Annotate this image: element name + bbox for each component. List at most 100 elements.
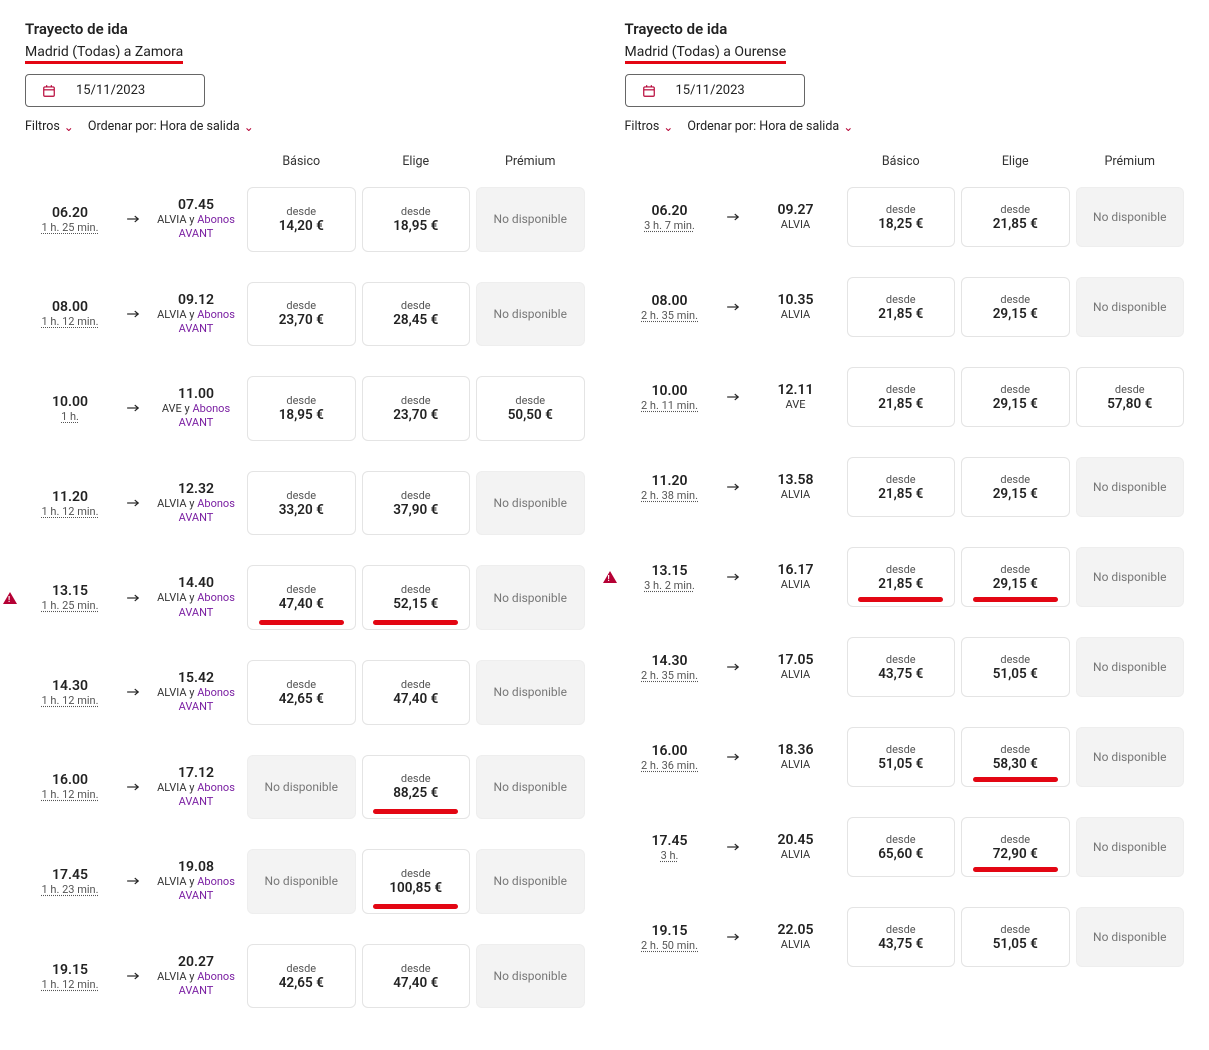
departure-time: 14.30 (652, 653, 688, 669)
fare-card[interactable]: desde 14,20 € (247, 187, 356, 252)
fare-card[interactable]: desde 42,65 € (247, 660, 356, 725)
fare-card[interactable]: desde 47,40 € (247, 565, 356, 630)
fare-card[interactable]: desde 29,15 € (961, 457, 1070, 517)
fare-from-label: desde (401, 394, 431, 407)
arrival-block: 20.45 ALVIA (751, 817, 841, 877)
fare-card[interactable]: desde 29,15 € (961, 277, 1070, 337)
fare-from-label: desde (886, 923, 916, 936)
duration: 2 h. 35 min. (641, 309, 698, 322)
train-type: ALVIA (781, 308, 810, 322)
fare-card[interactable]: desde 42,65 € (247, 944, 356, 1009)
fare-card-unavailable: No disponible (247, 755, 356, 820)
train-type: ALVIA (781, 668, 810, 682)
fare-card[interactable]: desde 37,90 € (362, 471, 471, 536)
fare-card[interactable]: desde 21,85 € (847, 277, 956, 337)
departure-block: 08.00 1 h. 12 min. (25, 282, 115, 347)
fare-card[interactable]: desde 51,05 € (961, 637, 1070, 697)
fare-card[interactable]: desde 52,15 € (362, 565, 471, 630)
sort-button[interactable]: Ordenar por: Hora de salida ⌄ (88, 119, 254, 134)
fare-card[interactable]: desde 47,40 € (362, 660, 471, 725)
fare-class-header: Prémium (476, 148, 585, 179)
fare-card[interactable]: desde 29,15 € (961, 547, 1070, 607)
fare-card[interactable]: desde 21,85 € (961, 187, 1070, 247)
fare-from-label: desde (886, 833, 916, 846)
fare-from-label: desde (286, 394, 316, 407)
train-type: ALVIA y Abonos AVANT (151, 497, 241, 526)
arrow-right-icon (126, 971, 140, 981)
results-grid: BásicoEligePrémium 06.20 3 h. 7 min. 09.… (625, 148, 1185, 989)
filters-button[interactable]: Filtros ⌄ (625, 119, 674, 134)
arrow-right-icon (126, 403, 140, 413)
arrival-block: 17.05 ALVIA (751, 637, 841, 697)
fare-from-label: desde (286, 299, 316, 312)
arrival-time: 07.45 (178, 197, 214, 213)
fare-price: 18,95 € (393, 218, 438, 234)
fare-card[interactable]: desde 33,20 € (247, 471, 356, 536)
arrival-time: 19.08 (178, 859, 214, 875)
arrival-block: 20.27 ALVIA y Abonos AVANT (151, 944, 241, 1009)
date-selector[interactable]: 15/11/2023 (625, 74, 805, 107)
fare-from-label: desde (401, 772, 431, 785)
sort-button[interactable]: Ordenar por: Hora de salida ⌄ (687, 119, 853, 134)
fare-card[interactable]: desde 50,50 € (476, 376, 585, 441)
fare-class-header: Elige (362, 148, 471, 179)
highlight-bar (973, 867, 1058, 872)
fare-price: 51,05 € (878, 756, 923, 772)
fare-class-header: Prémium (1076, 148, 1185, 179)
filters-row: Filtros ⌄ Ordenar por: Hora de salida ⌄ (625, 119, 1185, 134)
arrow-cell (721, 547, 745, 607)
fare-card[interactable]: desde 28,45 € (362, 282, 471, 347)
fare-card[interactable]: desde 43,75 € (847, 907, 956, 967)
fare-card[interactable]: desde 51,05 € (961, 907, 1070, 967)
two-panel-wrap: Trayecto de idaMadrid (Todas) a Zamora15… (10, 20, 1199, 1030)
departure-time: 11.20 (52, 489, 88, 505)
fare-card[interactable]: desde 58,30 € (961, 727, 1070, 787)
arrow-cell (721, 457, 745, 517)
fare-from-label: desde (286, 205, 316, 218)
fare-from-label: desde (1000, 203, 1030, 216)
fare-card[interactable]: desde 51,05 € (847, 727, 956, 787)
arrow-right-icon (726, 392, 740, 402)
fare-card[interactable]: desde 23,70 € (247, 282, 356, 347)
fare-price: 51,05 € (993, 936, 1038, 952)
arrow-right-icon (126, 687, 140, 697)
fare-card[interactable]: desde 18,95 € (247, 376, 356, 441)
fare-from-label: desde (401, 678, 431, 691)
fare-card[interactable]: desde 57,80 € (1076, 367, 1185, 427)
departure-block: 16.00 1 h. 12 min. (25, 755, 115, 820)
filters-row: Filtros ⌄ Ordenar por: Hora de salida ⌄ (25, 119, 585, 134)
fare-price: 33,20 € (279, 502, 324, 518)
fare-card[interactable]: desde 29,15 € (961, 367, 1070, 427)
fare-card[interactable]: desde 21,85 € (847, 547, 956, 607)
train-type: ALVIA (781, 488, 810, 502)
fare-card[interactable]: desde 21,85 € (847, 457, 956, 517)
arrow-right-icon (726, 662, 740, 672)
arrival-time: 10.35 (778, 292, 814, 308)
fare-card[interactable]: desde 47,40 € (362, 944, 471, 1009)
fare-card[interactable]: desde 72,90 € (961, 817, 1070, 877)
fare-card[interactable]: desde 65,60 € (847, 817, 956, 877)
fare-card-unavailable: No disponible (1076, 907, 1185, 967)
departure-time: 06.20 (52, 205, 88, 221)
arrival-block: 07.45 ALVIA y Abonos AVANT (151, 187, 241, 252)
fare-price: 58,30 € (993, 756, 1038, 772)
duration: 1 h. 23 min. (42, 883, 99, 896)
route-text: Madrid (Todas) a Zamora (25, 44, 585, 64)
arrival-block: 10.35 ALVIA (751, 277, 841, 337)
arrow-cell (721, 187, 745, 247)
fare-price: 47,40 € (279, 596, 324, 612)
departure-time: 16.00 (52, 772, 88, 788)
fare-card[interactable]: desde 23,70 € (362, 376, 471, 441)
filters-button[interactable]: Filtros ⌄ (25, 119, 74, 134)
fare-card[interactable]: desde 88,25 € (362, 755, 471, 820)
fare-card[interactable]: desde 43,75 € (847, 637, 956, 697)
date-selector[interactable]: 15/11/2023 (25, 74, 205, 107)
fare-card[interactable]: desde 18,95 € (362, 187, 471, 252)
fare-card[interactable]: desde 100,85 € (362, 849, 471, 914)
chevron-down-icon: ⌄ (244, 120, 254, 134)
departure-time: 17.45 (52, 867, 88, 883)
fare-card[interactable]: desde 18,25 € (847, 187, 956, 247)
fare-card[interactable]: desde 21,85 € (847, 367, 956, 427)
fare-card-unavailable: No disponible (476, 660, 585, 725)
departure-block: 11.20 1 h. 12 min. (25, 471, 115, 536)
